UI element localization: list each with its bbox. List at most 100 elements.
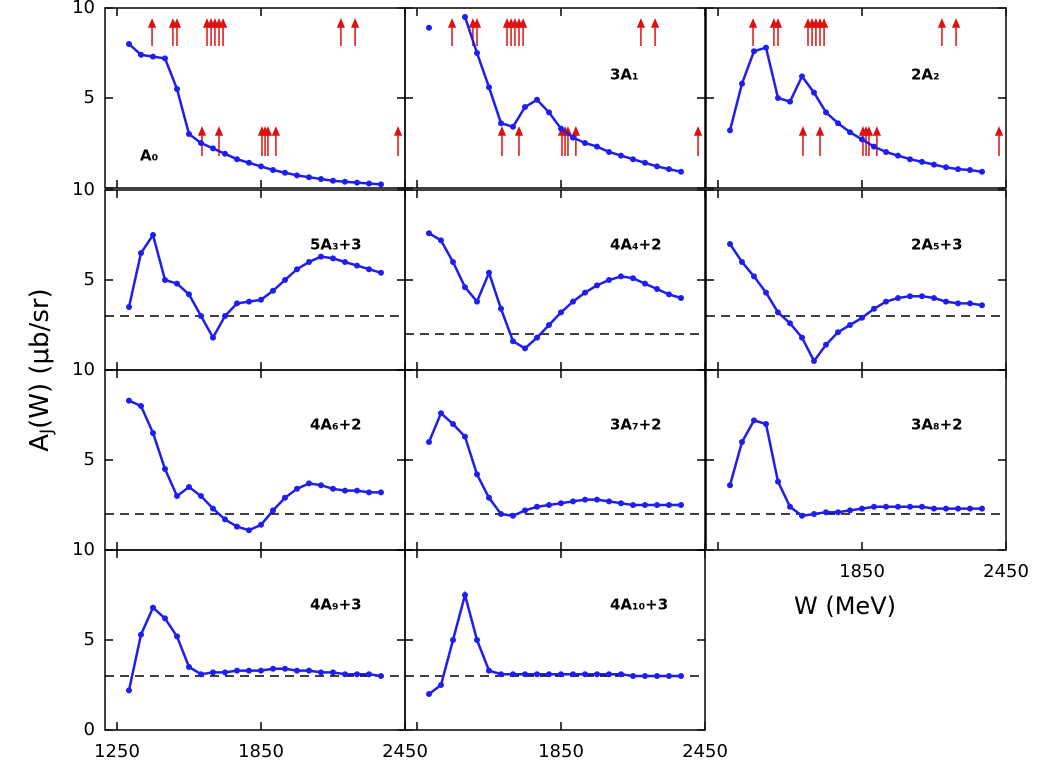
data-point xyxy=(474,637,480,643)
panel-label: 5A₃+3 xyxy=(310,236,362,254)
data-point xyxy=(799,73,805,80)
data-line xyxy=(728,46,983,174)
data-point xyxy=(871,143,877,150)
data-point xyxy=(498,305,504,312)
y-tick-label: 5 xyxy=(84,449,95,470)
data-point xyxy=(354,671,360,678)
data-point xyxy=(210,505,216,512)
data-point xyxy=(246,667,252,674)
data-point xyxy=(594,143,600,150)
data-point xyxy=(666,166,672,173)
panel-frame xyxy=(404,369,706,551)
resonance-arrow xyxy=(514,126,524,156)
data-point xyxy=(150,604,156,611)
data-point xyxy=(498,671,504,678)
data-point xyxy=(234,156,240,163)
data-point xyxy=(642,159,648,166)
data-point xyxy=(318,176,324,182)
data-point xyxy=(546,109,552,116)
data-point xyxy=(462,592,468,598)
data-point xyxy=(943,164,949,171)
data-point xyxy=(534,96,540,103)
data-point xyxy=(450,259,456,265)
data-point xyxy=(907,503,913,510)
data-point xyxy=(258,667,264,674)
data-point xyxy=(510,338,516,345)
data-point xyxy=(570,134,576,141)
data-point xyxy=(582,671,588,678)
data-point xyxy=(318,669,324,676)
data-point xyxy=(739,439,745,445)
data-point xyxy=(126,687,132,694)
data-point xyxy=(967,167,973,173)
data-point xyxy=(907,156,913,163)
data-point xyxy=(366,180,372,187)
data-point xyxy=(895,503,901,510)
data-point xyxy=(931,161,937,168)
data-point xyxy=(582,289,588,296)
data-point xyxy=(678,168,684,175)
data-point xyxy=(751,273,757,280)
data-point xyxy=(871,305,877,312)
data-line xyxy=(128,399,381,532)
data-point xyxy=(306,174,312,181)
data-point xyxy=(294,266,300,273)
data-point xyxy=(751,417,757,424)
data-point xyxy=(979,302,985,309)
data-point xyxy=(811,89,817,96)
data-point xyxy=(739,259,745,265)
data-point xyxy=(126,304,132,310)
data-point xyxy=(883,149,889,155)
data-point xyxy=(775,309,781,316)
data-point xyxy=(330,669,336,676)
resonance-arrow xyxy=(872,126,882,156)
panel-label: 3A₈+2 xyxy=(911,416,963,434)
data-point xyxy=(258,521,264,528)
data-point xyxy=(246,298,252,305)
resonance-arrow xyxy=(218,18,228,46)
data-point xyxy=(246,527,252,534)
data-point xyxy=(354,487,360,494)
resonance-arrow xyxy=(773,18,783,46)
data-point xyxy=(294,172,300,179)
data-point xyxy=(859,314,865,321)
data-point xyxy=(666,502,672,508)
data-point xyxy=(727,127,733,134)
data-point xyxy=(186,664,192,670)
data-point xyxy=(366,266,372,273)
data-point xyxy=(775,478,781,485)
data-point xyxy=(763,289,769,296)
x-tick-label: 1850 xyxy=(238,741,284,762)
data-point xyxy=(294,485,300,492)
panel-frame xyxy=(104,189,406,371)
data-point xyxy=(570,498,576,505)
data-point xyxy=(378,181,384,188)
data-point xyxy=(438,237,444,244)
data-point xyxy=(751,48,757,55)
data-point xyxy=(222,313,228,319)
data-point xyxy=(162,466,168,472)
data-point xyxy=(378,269,384,276)
data-point xyxy=(522,104,528,110)
data-point xyxy=(234,300,240,307)
data-point xyxy=(282,494,288,501)
data-point xyxy=(931,295,937,301)
resonance-arrow xyxy=(815,126,825,156)
data-point xyxy=(955,505,961,512)
x-tick-label: 1850 xyxy=(538,741,584,762)
resonance-arrow xyxy=(336,18,346,46)
data-point xyxy=(967,300,973,307)
data-point xyxy=(354,179,360,186)
data-point xyxy=(955,166,961,173)
data-point xyxy=(666,673,672,679)
data-point xyxy=(258,296,264,303)
data-point xyxy=(258,163,264,170)
data-point xyxy=(366,489,372,496)
data-point xyxy=(450,637,456,643)
data-point xyxy=(763,421,769,427)
data-point xyxy=(162,277,168,283)
data-point xyxy=(907,293,913,300)
resonance-arrow xyxy=(937,18,947,46)
data-point xyxy=(150,430,156,436)
data-point xyxy=(222,150,228,157)
